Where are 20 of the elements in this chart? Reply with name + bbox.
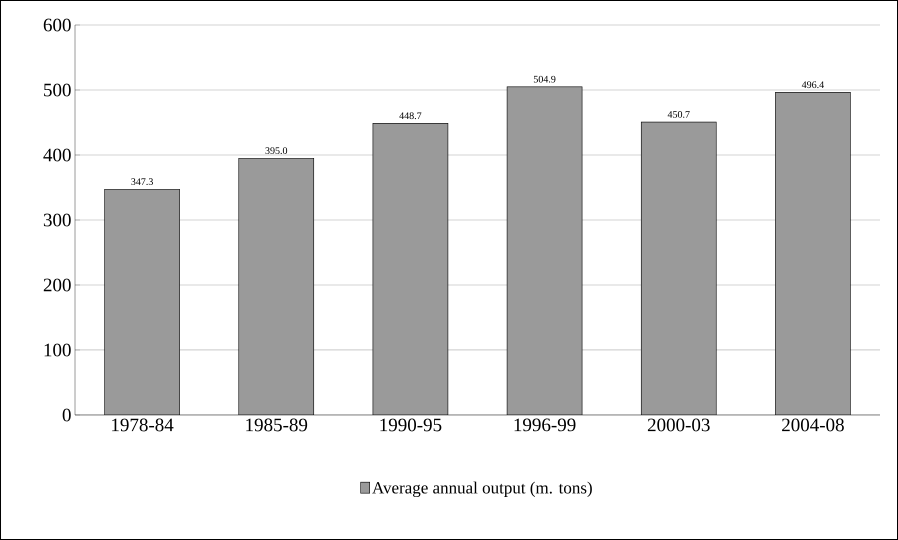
- x-tick-label: 1985-89: [246, 418, 308, 432]
- data-label: 496.4: [802, 81, 824, 88]
- data-label: 504.9: [534, 76, 556, 83]
- y-tick-label: 600: [44, 18, 71, 32]
- data-label: 448.7: [399, 112, 422, 120]
- data-label: 450.7: [668, 111, 690, 118]
- x-tick-label: 2004-08: [782, 418, 844, 432]
- y-tick-label: 300: [44, 214, 71, 226]
- y-tick-label: 100: [44, 344, 71, 356]
- x-tick-label: 1996-99: [514, 418, 576, 432]
- data-label: 395.0: [265, 147, 288, 154]
- y-tick-label: 200: [44, 278, 71, 292]
- y-tick-label: 400: [43, 148, 71, 162]
- legend-label: Average annual output (m. tons): [372, 482, 592, 498]
- x-tick-label: 1978-84: [112, 418, 174, 432]
- y-tick-label: 500: [44, 84, 71, 96]
- data-label: 347.3: [131, 178, 153, 186]
- y-tick-label: 0: [62, 408, 71, 422]
- x-tick-label: 1990-95: [380, 418, 442, 432]
- x-tick-label: 2000-03: [648, 418, 710, 432]
